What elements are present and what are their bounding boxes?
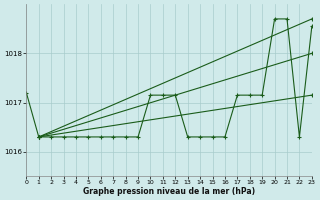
X-axis label: Graphe pression niveau de la mer (hPa): Graphe pression niveau de la mer (hPa): [83, 187, 255, 196]
